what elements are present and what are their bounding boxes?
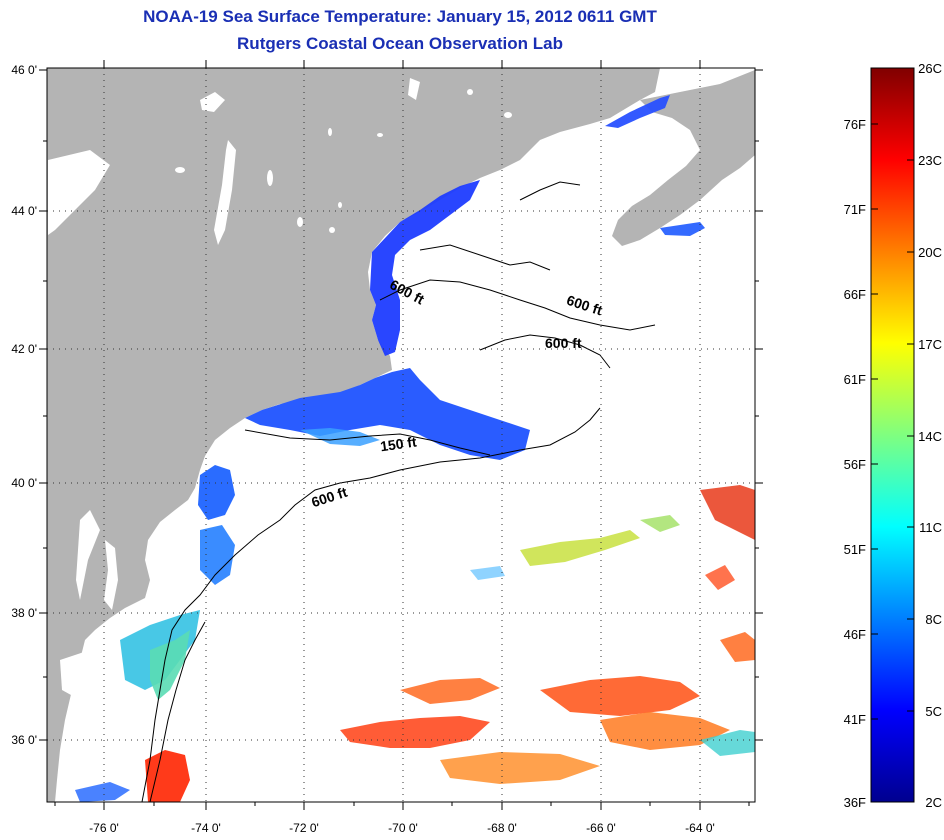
sst-cold-water [75, 95, 705, 802]
lat-label: 38 0' [11, 606, 37, 620]
colorbar-f-label: 41F [844, 712, 866, 727]
colorbar-f-label: 46F [844, 627, 866, 642]
lon-label: -64 0' [685, 821, 715, 835]
map-title: NOAA-19 Sea Surface Temperature: January… [143, 7, 657, 26]
map-subtitle: Rutgers Coastal Ocean Observation Lab [237, 34, 563, 53]
land-mainland [47, 68, 660, 802]
contour-label-600ft-c: 600 ft [545, 335, 582, 351]
colorbar-f-label: 71F [844, 202, 866, 217]
colorbar-c-label: 11C [919, 520, 942, 535]
colorbar-f-label: 66F [844, 287, 866, 302]
lat-label: 36 0' [11, 733, 37, 747]
map-plot-area: 600 ft 600 ft 600 ft 150 ft 600 ft [47, 68, 755, 802]
contour-label-150ft: 150 ft [379, 433, 418, 454]
lon-label: -70 0' [388, 821, 418, 835]
lat-label: 44 0' [11, 204, 37, 218]
colorbar-c-label: 14C [918, 429, 942, 444]
colorbar-c-label: 17C [918, 337, 942, 352]
lon-tick-marks [54, 60, 750, 810]
lat-tick-labels: 46 0' 44 0' 42 0' 40 0' 38 0' 36 0' [11, 63, 37, 747]
colorbar-c-label: 8C [925, 612, 942, 627]
colorbar-f-label: 56F [844, 457, 866, 472]
colorbar-gradient [870, 67, 915, 803]
lat-tick-marks [39, 69, 763, 741]
lat-label: 42 0' [11, 342, 37, 356]
inland-lakes [48, 78, 512, 700]
colorbar-f-label: 51F [844, 542, 866, 557]
colorbar-f-label: 36F [844, 795, 866, 810]
map-frame [46, 67, 756, 803]
lon-tick-labels: -76 0' -74 0' -72 0' -70 0' -68 0' -66 0… [89, 821, 715, 835]
lon-label: -66 0' [586, 821, 616, 835]
lat-label: 46 0' [11, 63, 37, 77]
colorbar-c-label: 20C [918, 245, 942, 260]
lon-label: -68 0' [487, 821, 517, 835]
colorbar: 76F 71F 66F 61F 56F 51F 46F 41F 36F 26C … [844, 61, 942, 810]
graticule [47, 68, 755, 802]
lat-label: 40 0' [11, 476, 37, 490]
colorbar-c-label: 23C [918, 153, 942, 168]
colorbar-c-label: 26C [918, 61, 942, 76]
lon-label: -72 0' [289, 821, 319, 835]
colorbar-f-label: 76F [844, 117, 866, 132]
bathymetry-contours [141, 181, 656, 802]
lon-label: -74 0' [191, 821, 221, 835]
lon-label: -76 0' [89, 821, 119, 835]
land-cape-breton [720, 70, 755, 120]
colorbar-f-label: 61F [844, 372, 866, 387]
land-nova-scotia [612, 80, 755, 246]
colorbar-ticks [871, 123, 914, 720]
colorbar-c-label: 5C [925, 704, 942, 719]
colorbar-c-label: 2C [925, 795, 942, 810]
